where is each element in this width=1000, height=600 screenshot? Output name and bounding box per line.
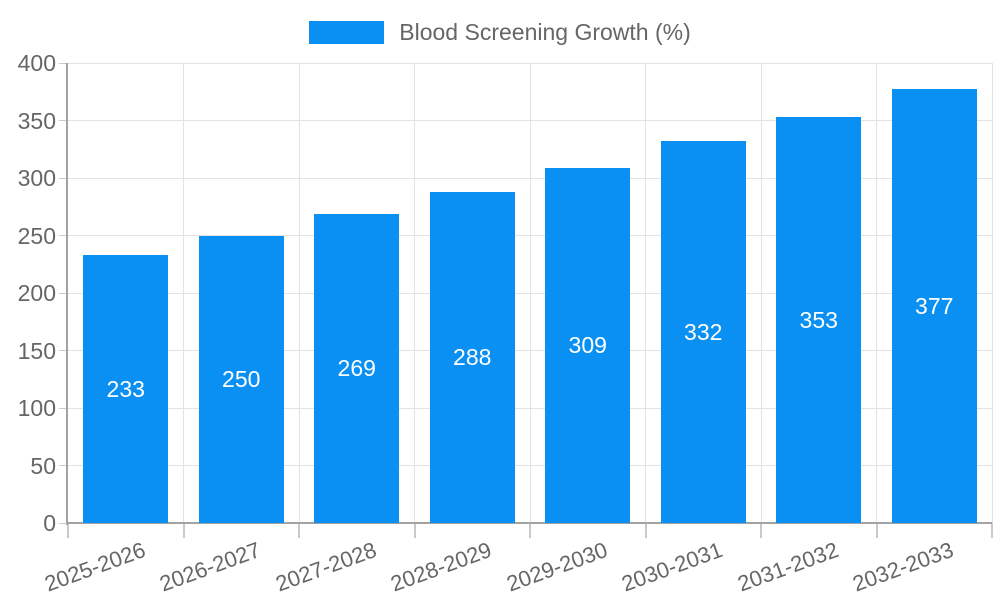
bar-value-label: 269 [337,354,376,381]
x-gridline [760,63,762,523]
y-tick-label: 300 [17,165,56,191]
bar-value-label: 309 [568,331,607,358]
y-tick [59,465,68,466]
bar-value-label: 377 [915,292,954,319]
y-tick-label: 150 [17,337,56,364]
x-category-label: 2032-2033 [849,537,957,597]
x-gridline [991,63,993,523]
y-tick-label: 350 [17,107,56,134]
x-category-label: 2025-2026 [40,537,149,597]
y-tick-label: 100 [17,395,56,421]
plot-area: 0 50 100 150 200 250 300 350 400 233 250 269 288 309 3… [18,50,993,596]
x-category-label: 2028-2029 [387,537,495,597]
y-tick [59,350,68,351]
legend-swatch [309,20,385,44]
y-tick-label: 50 [30,452,56,479]
x-gridline [876,63,877,523]
x-gridline [414,63,415,523]
y-tick [59,177,68,179]
x-category-label: 2029-2030 [502,537,611,597]
y-tick [59,522,68,524]
x-tick [182,523,185,538]
bar: 353 [776,117,862,523]
x-tick [67,523,69,538]
y-tick-label: 250 [17,222,56,249]
bar: 269 [314,213,400,523]
x-gridline [298,63,300,523]
bar: 250 [198,235,284,523]
y-tick [59,120,68,121]
x-tick [875,523,878,538]
y-tick-label: 0 [43,510,56,536]
y-axis-line [66,63,68,525]
x-category-label: 2031-2032 [733,537,842,597]
bar: 288 [429,191,515,523]
bar-value-label: 332 [684,318,723,345]
bar: 332 [660,141,746,523]
x-tick [644,523,647,538]
bar-value-label: 250 [222,365,261,392]
x-tick [413,523,416,538]
x-tick [529,523,531,538]
y-tick [59,62,68,64]
y-tick [59,407,68,409]
legend-label: Blood Screening Growth (%) [399,19,691,45]
y-tick-label: 200 [17,280,56,306]
x-tick [760,523,762,538]
x-gridline [645,63,646,523]
legend: Blood Screening Growth (%) [0,18,1000,46]
y-tick-label: 400 [17,50,56,76]
y-tick [59,292,68,294]
x-gridline [183,63,184,523]
x-axis-line [66,522,992,524]
x-category-label: 2026-2027 [156,537,264,597]
x-tick [991,523,993,538]
bar-value-label: 353 [799,306,838,333]
x-tick [298,523,300,538]
bar: 377 [891,89,977,523]
bar: 233 [83,255,169,523]
x-gridline [529,63,531,523]
bar-value-label: 288 [453,343,492,370]
x-category-label: 2030-2031 [618,537,726,597]
y-tick [59,235,68,236]
x-category-label: 2027-2028 [271,537,380,597]
bar: 309 [545,167,631,523]
bar-value-label: 233 [106,375,145,402]
